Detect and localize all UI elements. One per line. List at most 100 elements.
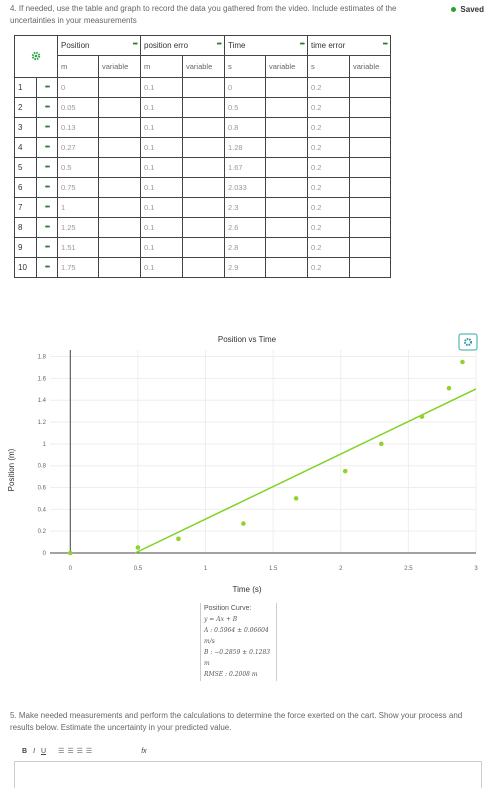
cell-empty[interactable] [98, 77, 141, 98]
cell[interactable]: 1 [57, 197, 99, 218]
cell[interactable]: 2.8 [224, 237, 266, 258]
row-menu[interactable]: ••• [36, 117, 58, 138]
cell[interactable]: 0.2 [307, 217, 350, 238]
cell[interactable]: 0.2 [307, 77, 350, 98]
cell-empty[interactable] [98, 217, 141, 238]
cell-empty[interactable] [349, 117, 391, 138]
cell-empty[interactable] [182, 197, 225, 218]
cell-empty[interactable] [182, 117, 225, 138]
cell[interactable]: 0.1 [140, 177, 183, 198]
cell[interactable]: 0.75 [57, 177, 99, 198]
cell[interactable]: 0.2 [307, 157, 350, 178]
row-menu[interactable]: ••• [36, 77, 58, 98]
cell[interactable]: 1.51 [57, 237, 99, 258]
cell[interactable]: 0.2 [307, 197, 350, 218]
cell-empty[interactable] [265, 257, 308, 278]
cell-empty[interactable] [182, 137, 225, 158]
cell[interactable]: 0.2 [307, 237, 350, 258]
toolbar-button[interactable]: U [41, 748, 47, 755]
cell[interactable]: 0.1 [140, 157, 183, 178]
cell-empty[interactable] [98, 157, 141, 178]
cell[interactable]: 1.28 [224, 137, 266, 158]
column-menu[interactable]: ••• [382, 41, 388, 48]
cell[interactable]: 0.1 [140, 197, 183, 218]
column-menu[interactable]: ••• [216, 41, 222, 48]
toolbar-button[interactable]: B [22, 748, 28, 755]
cell-empty[interactable] [182, 217, 225, 238]
cell[interactable]: 0.2 [307, 177, 350, 198]
cell-empty[interactable] [265, 97, 308, 118]
cell[interactable]: 0.8 [224, 117, 266, 138]
cell-empty[interactable] [265, 197, 308, 218]
row-menu[interactable]: ••• [36, 177, 58, 198]
cell-empty[interactable] [349, 237, 391, 258]
cell[interactable]: 0 [224, 77, 266, 98]
settings-cell[interactable] [14, 35, 58, 78]
cell-empty[interactable] [98, 257, 141, 278]
toolbar-button[interactable]: I [33, 748, 36, 755]
column-menu[interactable]: ••• [132, 41, 138, 48]
cell[interactable]: 0.2 [307, 137, 350, 158]
cell[interactable]: 1.25 [57, 217, 99, 238]
cell[interactable]: 0.27 [57, 137, 99, 158]
cell-empty[interactable] [98, 117, 141, 138]
cell[interactable]: 0.1 [140, 257, 183, 278]
cell-empty[interactable] [265, 217, 308, 238]
cell-empty[interactable] [182, 257, 225, 278]
row-menu[interactable]: ••• [36, 257, 58, 278]
cell[interactable]: 0.1 [140, 137, 183, 158]
cell-empty[interactable] [182, 157, 225, 178]
cell[interactable]: 0 [57, 77, 99, 98]
graph-settings[interactable] [458, 333, 478, 351]
cell-empty[interactable] [349, 217, 391, 238]
cell[interactable]: 2.033 [224, 177, 266, 198]
cell-empty[interactable] [349, 97, 391, 118]
cell[interactable]: 2.9 [224, 257, 266, 278]
cell-empty[interactable] [98, 197, 141, 218]
cell[interactable]: 1.67 [224, 157, 266, 178]
cell[interactable]: 0.1 [140, 217, 183, 238]
cell-empty[interactable] [98, 137, 141, 158]
cell-empty[interactable] [265, 77, 308, 98]
cell[interactable]: 0.2 [307, 117, 350, 138]
cell-empty[interactable] [182, 177, 225, 198]
cell-empty[interactable] [98, 177, 141, 198]
answer-editor[interactable] [14, 761, 482, 788]
cell-empty[interactable] [265, 137, 308, 158]
cell[interactable]: 0.05 [57, 97, 99, 118]
row-menu[interactable]: ••• [36, 157, 58, 178]
row-menu[interactable]: ••• [36, 197, 58, 218]
cell-empty[interactable] [349, 157, 391, 178]
cell-empty[interactable] [349, 137, 391, 158]
cell[interactable]: 0.5 [57, 157, 99, 178]
column-menu[interactable]: ••• [299, 41, 305, 48]
cell-empty[interactable] [349, 197, 391, 218]
cell[interactable]: 0.5 [224, 97, 266, 118]
cell-empty[interactable] [349, 77, 391, 98]
cell[interactable]: 0.1 [140, 77, 183, 98]
cell[interactable]: 0.13 [57, 117, 99, 138]
cell[interactable]: 0.2 [307, 257, 350, 278]
row-menu[interactable]: ••• [36, 237, 58, 258]
cell-empty[interactable] [98, 237, 141, 258]
row-menu[interactable]: ••• [36, 137, 58, 158]
row-menu[interactable]: ••• [36, 217, 58, 238]
cell-empty[interactable] [349, 177, 391, 198]
cell-empty[interactable] [349, 257, 391, 278]
row-menu[interactable]: ••• [36, 97, 58, 118]
cell[interactable]: 0.1 [140, 237, 183, 258]
cell-empty[interactable] [182, 237, 225, 258]
cell-empty[interactable] [265, 117, 308, 138]
cell[interactable]: 1.75 [57, 257, 99, 278]
cell[interactable]: 0.2 [307, 97, 350, 118]
cell-empty[interactable] [182, 97, 225, 118]
cell[interactable]: 2.3 [224, 197, 266, 218]
list-icons[interactable]: ☰☰☰☰ [58, 748, 96, 755]
toolbar-button[interactable]: fx [141, 748, 147, 755]
cell[interactable]: 0.1 [140, 117, 183, 138]
cell-empty[interactable] [98, 97, 141, 118]
cell-empty[interactable] [265, 237, 308, 258]
cell[interactable]: 2.6 [224, 217, 266, 238]
cell-empty[interactable] [265, 177, 308, 198]
cell-empty[interactable] [182, 77, 225, 98]
